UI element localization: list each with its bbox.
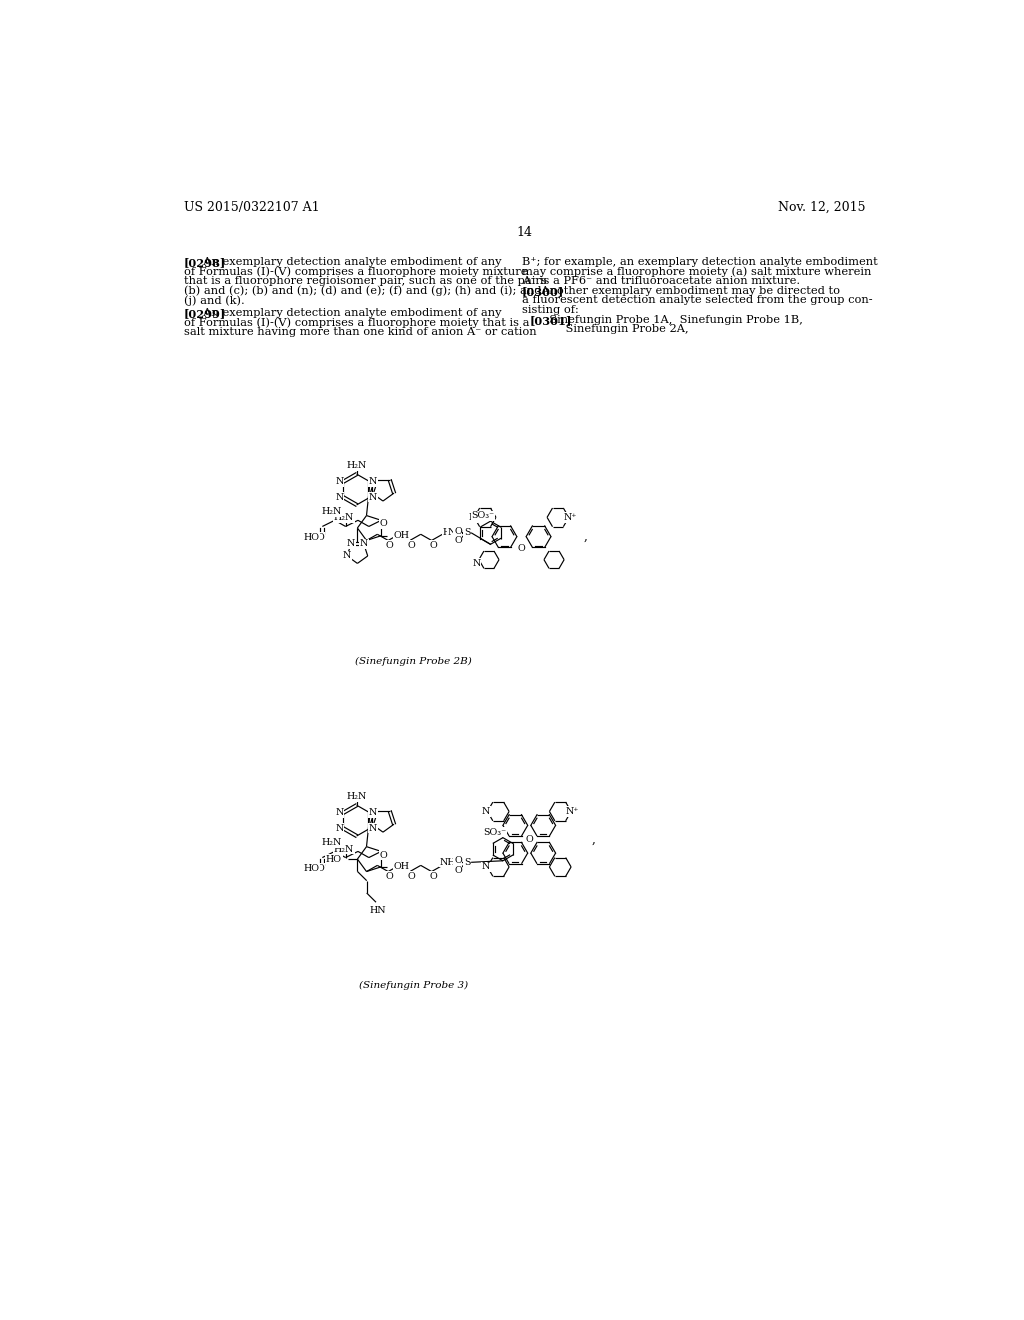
Text: 14: 14	[517, 226, 532, 239]
Text: H: H	[443, 528, 452, 537]
Text: O: O	[454, 857, 462, 866]
Text: SO₃⁻: SO₃⁻	[471, 511, 495, 520]
Text: N⁺: N⁺	[563, 513, 577, 521]
Text: N: N	[335, 492, 343, 502]
Text: O: O	[429, 871, 437, 880]
Text: H₂N: H₂N	[322, 838, 342, 847]
Text: N: N	[335, 824, 343, 833]
Text: O: O	[408, 541, 416, 549]
Text: N: N	[347, 540, 355, 548]
Text: H₂N: H₂N	[346, 461, 367, 470]
Text: N: N	[469, 513, 477, 521]
Text: that is a fluorophore regioisomer pair, such as one of the pairs: that is a fluorophore regioisomer pair, …	[183, 276, 547, 286]
Text: O: O	[454, 866, 462, 875]
Text: N: N	[447, 528, 456, 537]
Text: O: O	[525, 834, 534, 843]
Text: Sinefungin Probe 1A,  Sinefungin Probe 1B,: Sinefungin Probe 1A, Sinefungin Probe 1B…	[542, 314, 803, 325]
Text: B⁺; for example, an exemplary detection analyte embodiment: B⁺; for example, an exemplary detection …	[521, 257, 878, 267]
Text: N: N	[335, 808, 343, 817]
Text: [0298]: [0298]	[183, 257, 226, 268]
Text: S: S	[464, 858, 470, 867]
Text: H₂N: H₂N	[334, 845, 354, 854]
Text: (Sinefungin Probe 2B): (Sinefungin Probe 2B)	[355, 657, 472, 667]
Text: salt mixture having more than one kind of anion A⁻ or cation: salt mixture having more than one kind o…	[183, 327, 537, 337]
Text: N: N	[369, 478, 378, 486]
Text: O: O	[429, 541, 437, 549]
Text: H₂N: H₂N	[346, 792, 367, 801]
Text: of Formulas (I)-(V) comprises a fluorophore moiety that is a: of Formulas (I)-(V) comprises a fluoroph…	[183, 318, 529, 329]
Text: O: O	[386, 541, 393, 549]
Text: O: O	[454, 536, 462, 545]
Text: a fluorescent detection analyte selected from the group con-: a fluorescent detection analyte selected…	[521, 296, 872, 305]
Text: N: N	[369, 808, 378, 817]
Text: HO: HO	[303, 533, 319, 541]
Text: N: N	[481, 862, 490, 871]
Text: (Sinefungin Probe 3): (Sinefungin Probe 3)	[358, 981, 468, 990]
Text: N: N	[481, 807, 490, 816]
Text: sisting of:: sisting of:	[521, 305, 579, 315]
Text: N: N	[343, 552, 351, 561]
Text: N: N	[369, 824, 378, 833]
Text: Sinefungin Probe 2A,: Sinefungin Probe 2A,	[521, 325, 688, 334]
Text: O: O	[454, 527, 462, 536]
Text: (j) and (k).: (j) and (k).	[183, 296, 245, 306]
Text: N: N	[359, 540, 368, 548]
Text: Nov. 12, 2015: Nov. 12, 2015	[778, 201, 866, 214]
Text: NH₂: NH₂	[440, 858, 461, 867]
Text: S: S	[464, 528, 470, 537]
Text: SO₃⁻: SO₃⁻	[483, 828, 507, 837]
Text: N: N	[369, 492, 378, 502]
Text: OH: OH	[393, 862, 410, 871]
Text: [0299]: [0299]	[183, 308, 226, 319]
Text: O: O	[386, 871, 393, 880]
Text: N: N	[335, 478, 343, 486]
Text: O: O	[379, 850, 387, 859]
Text: A⁻ is a PF6⁻ and trifluoroacetate anion mixture.: A⁻ is a PF6⁻ and trifluoroacetate anion …	[521, 276, 800, 286]
Text: An exemplary detection analyte embodiment of any: An exemplary detection analyte embodimen…	[196, 308, 501, 318]
Text: HN: HN	[370, 907, 386, 915]
Text: (b) and (c); (b) and (n); (d) and (e); (f) and (g); (h) and (i); and: (b) and (c); (b) and (n); (d) and (e); (…	[183, 286, 542, 297]
Text: O: O	[408, 871, 416, 880]
Text: An exemplary detection analyte embodiment of any: An exemplary detection analyte embodimen…	[196, 257, 501, 267]
Text: ,: ,	[591, 833, 595, 846]
Text: N: N	[472, 560, 480, 568]
Text: O: O	[379, 520, 387, 528]
Text: HO: HO	[326, 854, 342, 863]
Text: may comprise a fluorophore moiety (a) salt mixture wherein: may comprise a fluorophore moiety (a) sa…	[521, 267, 871, 277]
Text: US 2015/0322107 A1: US 2015/0322107 A1	[183, 201, 319, 214]
Text: of Formulas (I)-(V) comprises a fluorophore moiety mixture: of Formulas (I)-(V) comprises a fluoroph…	[183, 267, 527, 277]
Text: OH: OH	[393, 531, 410, 540]
Text: H₂N: H₂N	[322, 507, 342, 516]
Text: Another exemplary embodiment may be directed to: Another exemplary embodiment may be dire…	[534, 286, 840, 296]
Text: HO: HO	[303, 863, 319, 873]
Text: [0301]: [0301]	[529, 314, 572, 326]
Text: O: O	[517, 544, 525, 553]
Text: N⁺: N⁺	[566, 807, 580, 816]
Text: [0300]: [0300]	[521, 286, 564, 297]
Text: O: O	[316, 863, 325, 873]
Text: ,: ,	[584, 531, 588, 543]
Text: H₂N: H₂N	[334, 513, 354, 523]
Text: O: O	[316, 533, 325, 541]
